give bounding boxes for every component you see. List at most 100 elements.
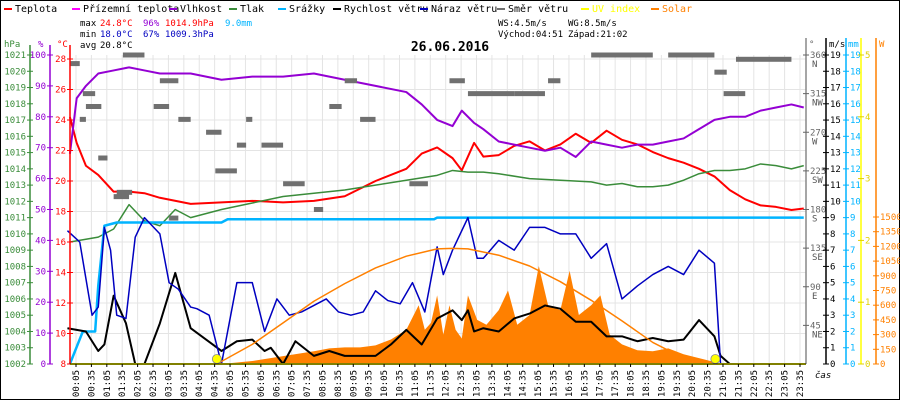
x-axis-tick-label: 23:05 bbox=[781, 370, 791, 397]
wind-direction-bar bbox=[122, 52, 139, 58]
axis-unit-label: °C bbox=[57, 40, 68, 50]
stats-wind-speed: WS:4.5m/s bbox=[498, 19, 547, 29]
legend-swatch bbox=[229, 8, 237, 10]
axis-direction-label: NW bbox=[812, 99, 823, 109]
legend-label: UV index bbox=[592, 4, 640, 15]
axis-tick-label: 1015 bbox=[4, 149, 26, 159]
wind-direction-bar bbox=[668, 52, 715, 58]
axis-tick-label: 19 bbox=[850, 51, 861, 61]
wind-direction-group bbox=[70, 52, 792, 221]
axis-tick-label: 1005 bbox=[4, 311, 26, 321]
axis-direction-label: E bbox=[812, 292, 817, 302]
legend-label: Náraz větru bbox=[431, 3, 497, 15]
wind-direction-bar bbox=[79, 116, 86, 122]
axis-tick-label: 135 bbox=[810, 244, 826, 254]
axis-tick-label: 15 bbox=[830, 116, 841, 126]
axis-tick-label: 0 bbox=[41, 360, 46, 370]
wind-direction-bar bbox=[246, 116, 253, 122]
stats-max-pressure: 1014.9hPa bbox=[165, 19, 214, 29]
stats-avg-label: avg bbox=[80, 41, 96, 51]
axis-tick-label: 1200 bbox=[880, 242, 900, 252]
wind-direction-bar bbox=[135, 52, 145, 58]
stats-max-label: max bbox=[80, 19, 97, 29]
legend-swatch bbox=[169, 8, 177, 10]
axis-tick-label: 180 bbox=[810, 206, 826, 216]
axis-tick-label: 0 bbox=[880, 360, 885, 370]
x-axis-tick-label: 02:05 bbox=[134, 370, 144, 397]
axis-tick-label: 10 bbox=[55, 330, 66, 340]
axis-tick-label: 1017 bbox=[4, 116, 26, 126]
legend-swatch bbox=[651, 8, 659, 10]
axis-tick-label: 11 bbox=[830, 181, 841, 191]
series-line-solar-theoretical bbox=[216, 247, 715, 365]
x-axis-tick-label: 17:35 bbox=[611, 370, 621, 397]
axis-tick-label: 225 bbox=[810, 167, 826, 177]
axis-tick-label: 11 bbox=[850, 181, 861, 191]
x-axis-tick-label: 05:35 bbox=[241, 370, 251, 397]
x-axis-tick-label: 14:05 bbox=[503, 370, 513, 397]
axis-tick-label: 315 bbox=[810, 90, 826, 100]
axis-direction-label: NE bbox=[812, 330, 823, 340]
series-line-vlhkost bbox=[68, 66, 805, 158]
axis-tick-label: 16 bbox=[55, 238, 66, 248]
x-axis-tick-label: 09:05 bbox=[349, 370, 359, 397]
axis-tick-label: 600 bbox=[880, 301, 896, 311]
x-axis-tick-label: 20:05 bbox=[688, 370, 698, 397]
axis-tick-label: 1008 bbox=[4, 262, 26, 272]
x-axis-tick-label: 01:05 bbox=[103, 370, 113, 397]
series-line-rychlost-větru bbox=[67, 271, 731, 365]
wind-direction-bar bbox=[735, 56, 792, 62]
axis-tick-label: 1012 bbox=[4, 197, 26, 207]
axis-tick-label: 20 bbox=[35, 298, 46, 308]
axis-tick-label: 1006 bbox=[4, 295, 26, 305]
wind-direction-bar bbox=[178, 116, 191, 122]
legend: Teplota Přízemní teplota Vlhkost Tlak Srážky… bbox=[4, 3, 692, 15]
axis-tick-label: 6 bbox=[850, 262, 855, 272]
wind-direction-bar bbox=[449, 78, 465, 84]
wind-direction-bar bbox=[329, 104, 342, 109]
x-axis-tick-label: 06:35 bbox=[272, 370, 282, 397]
x-axis-tick-label: 03:05 bbox=[164, 370, 174, 397]
x-axis-tick-label: 00:35 bbox=[87, 370, 97, 397]
axis-tick-label: 2 bbox=[830, 327, 835, 337]
sunrise-marker bbox=[211, 354, 222, 364]
x-axis-tick-label: 22:05 bbox=[750, 370, 760, 397]
wind-direction-bar bbox=[360, 116, 376, 122]
x-axis-tick-label: 04:35 bbox=[211, 370, 221, 397]
axis-tick-label: 1009 bbox=[4, 246, 26, 256]
axis-tick-label: 10 bbox=[830, 197, 841, 207]
x-axis-tick-label: 18:35 bbox=[642, 370, 652, 397]
axis-direction-label: SE bbox=[812, 253, 823, 263]
x-axis-tick-label: 12:05 bbox=[442, 370, 452, 397]
axis-tick-label: 90 bbox=[810, 283, 821, 293]
axis-tick-label: 26 bbox=[55, 86, 66, 96]
x-axis-tick-label: 05:05 bbox=[226, 370, 236, 397]
axis-tick-label: 1 bbox=[865, 298, 870, 308]
wind-direction-bar bbox=[236, 142, 247, 148]
axis-tick-label: 18 bbox=[55, 208, 66, 218]
wind-direction-bar bbox=[409, 181, 428, 187]
legend-swatch bbox=[581, 8, 589, 10]
wind-direction-bar bbox=[70, 61, 80, 67]
x-axis-tick-label: 16:05 bbox=[565, 370, 575, 397]
x-axis-tick-label: 10:35 bbox=[395, 370, 405, 397]
wind-direction-bar bbox=[85, 104, 102, 109]
axis-tick-label: 14 bbox=[55, 269, 66, 279]
x-axis-tick-label: 14:35 bbox=[519, 370, 529, 397]
x-axis-tick-label: 08:05 bbox=[318, 370, 328, 397]
chart-title: 26.06.2016 bbox=[411, 40, 489, 55]
axis-tick-label: 4 bbox=[865, 113, 870, 123]
series-line-náraz-větru bbox=[66, 216, 722, 365]
axis-tick-label: 9 bbox=[830, 214, 835, 224]
axis-tick-label: 90 bbox=[35, 82, 46, 92]
axis-unit-label: W bbox=[879, 40, 885, 50]
axis-tick-label: 750 bbox=[880, 287, 896, 297]
x-axis-tick-label: 16:35 bbox=[580, 370, 590, 397]
axis-tick-label: 5 bbox=[830, 279, 835, 289]
wind-direction-bar bbox=[548, 78, 561, 84]
axis-tick-label: 1 bbox=[830, 344, 835, 354]
wind-direction-bar bbox=[153, 104, 170, 109]
axis-tick-label: 14 bbox=[830, 132, 841, 142]
stats-wind-gust: WG:8.5m/s bbox=[568, 19, 617, 29]
